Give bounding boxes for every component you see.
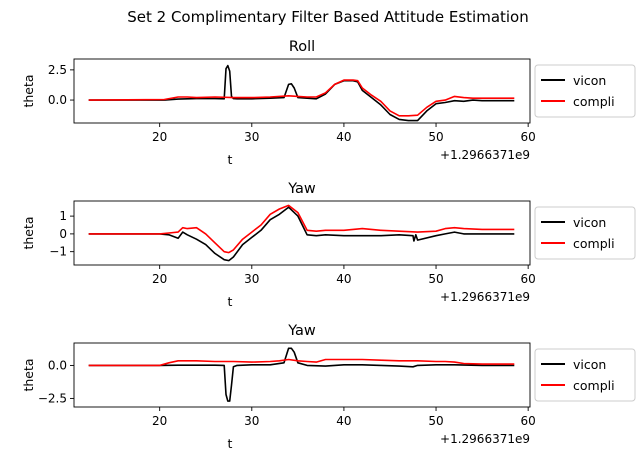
y-tick-label: 2.5 [48, 63, 67, 77]
x-tick-label: 40 [336, 414, 351, 428]
y-tick-label: 0 [59, 227, 67, 241]
series-line-compli [88, 204, 515, 254]
legend-label-compli: compli [573, 94, 615, 109]
x-tick-label: 30 [244, 414, 259, 428]
legend-label-vicon: vicon [573, 73, 606, 88]
x-axis-label: t [228, 436, 233, 451]
legend-label-vicon: vicon [573, 215, 606, 230]
series-line-compli [88, 79, 515, 117]
y-tick-label: 0.0 [48, 358, 67, 372]
series-line-vicon [88, 347, 515, 402]
x-tick-label: 60 [521, 130, 536, 144]
x-tick-label: 20 [152, 130, 167, 144]
series-line-vicon [88, 64, 515, 122]
x-offset-text: +1.2966371e9 [440, 148, 530, 162]
x-tick-label: 20 [152, 272, 167, 286]
x-tick-label: 50 [428, 414, 443, 428]
subplot-3: Yaw 20 30 40 50 60 0.0 −2.5 t theta +1.2966371e9 vi… [21, 323, 636, 451]
series-line-compli [88, 358, 515, 367]
x-offset-text: +1.2966371e9 [440, 290, 530, 304]
figure-suptitle: Set 2 Complimentary Filter Based Attitud… [127, 8, 529, 26]
legend: vicon compli [534, 64, 636, 118]
legend-label-compli: compli [573, 378, 615, 393]
legend: vicon compli [534, 348, 636, 402]
plot-frame [73, 342, 531, 408]
x-axis-label: t [228, 294, 233, 309]
y-tick-label: 1 [59, 209, 67, 223]
x-tick-label: 40 [336, 130, 351, 144]
subplot-title: Yaw [287, 323, 316, 339]
y-axis-label: theta [21, 216, 36, 249]
y-tick-label: −1 [49, 245, 67, 259]
x-tick-label: 50 [428, 272, 443, 286]
x-tick-label: 30 [244, 272, 259, 286]
legend-label-compli: compli [573, 236, 615, 251]
y-tick-label: 0.0 [48, 93, 67, 107]
plot-frame [73, 200, 531, 266]
x-tick-label: 50 [428, 130, 443, 144]
x-tick-label: 60 [521, 272, 536, 286]
subplot-1: Roll 20 30 40 50 60 2.5 0.0 t theta +1.2966371e9 vi… [21, 39, 636, 167]
series-line-vicon [88, 206, 515, 262]
x-tick-label: 60 [521, 414, 536, 428]
x-axis-label: t [228, 152, 233, 167]
plot-frame [73, 58, 531, 124]
legend-label-vicon: vicon [573, 357, 606, 372]
x-offset-text: +1.2966371e9 [440, 432, 530, 446]
legend-box [534, 64, 636, 118]
x-tick-label: 40 [336, 272, 351, 286]
legend: vicon compli [534, 206, 636, 260]
y-axis-label: theta [21, 74, 36, 107]
legend-box [534, 348, 636, 402]
x-tick-label: 20 [152, 414, 167, 428]
x-tick-label: 30 [244, 130, 259, 144]
subplot-2: Yaw 20 30 40 50 60 1 0 −1 t theta +1.2966371e9 vicon… [21, 181, 636, 309]
y-axis-label: theta [21, 358, 36, 391]
legend-box [534, 206, 636, 260]
subplot-title: Yaw [287, 181, 316, 197]
subplots-container: Roll 20 30 40 50 60 2.5 0.0 t theta +1.2966371e9 vi… [21, 39, 636, 451]
y-tick-label: −2.5 [38, 391, 67, 405]
subplot-title: Roll [289, 39, 315, 55]
